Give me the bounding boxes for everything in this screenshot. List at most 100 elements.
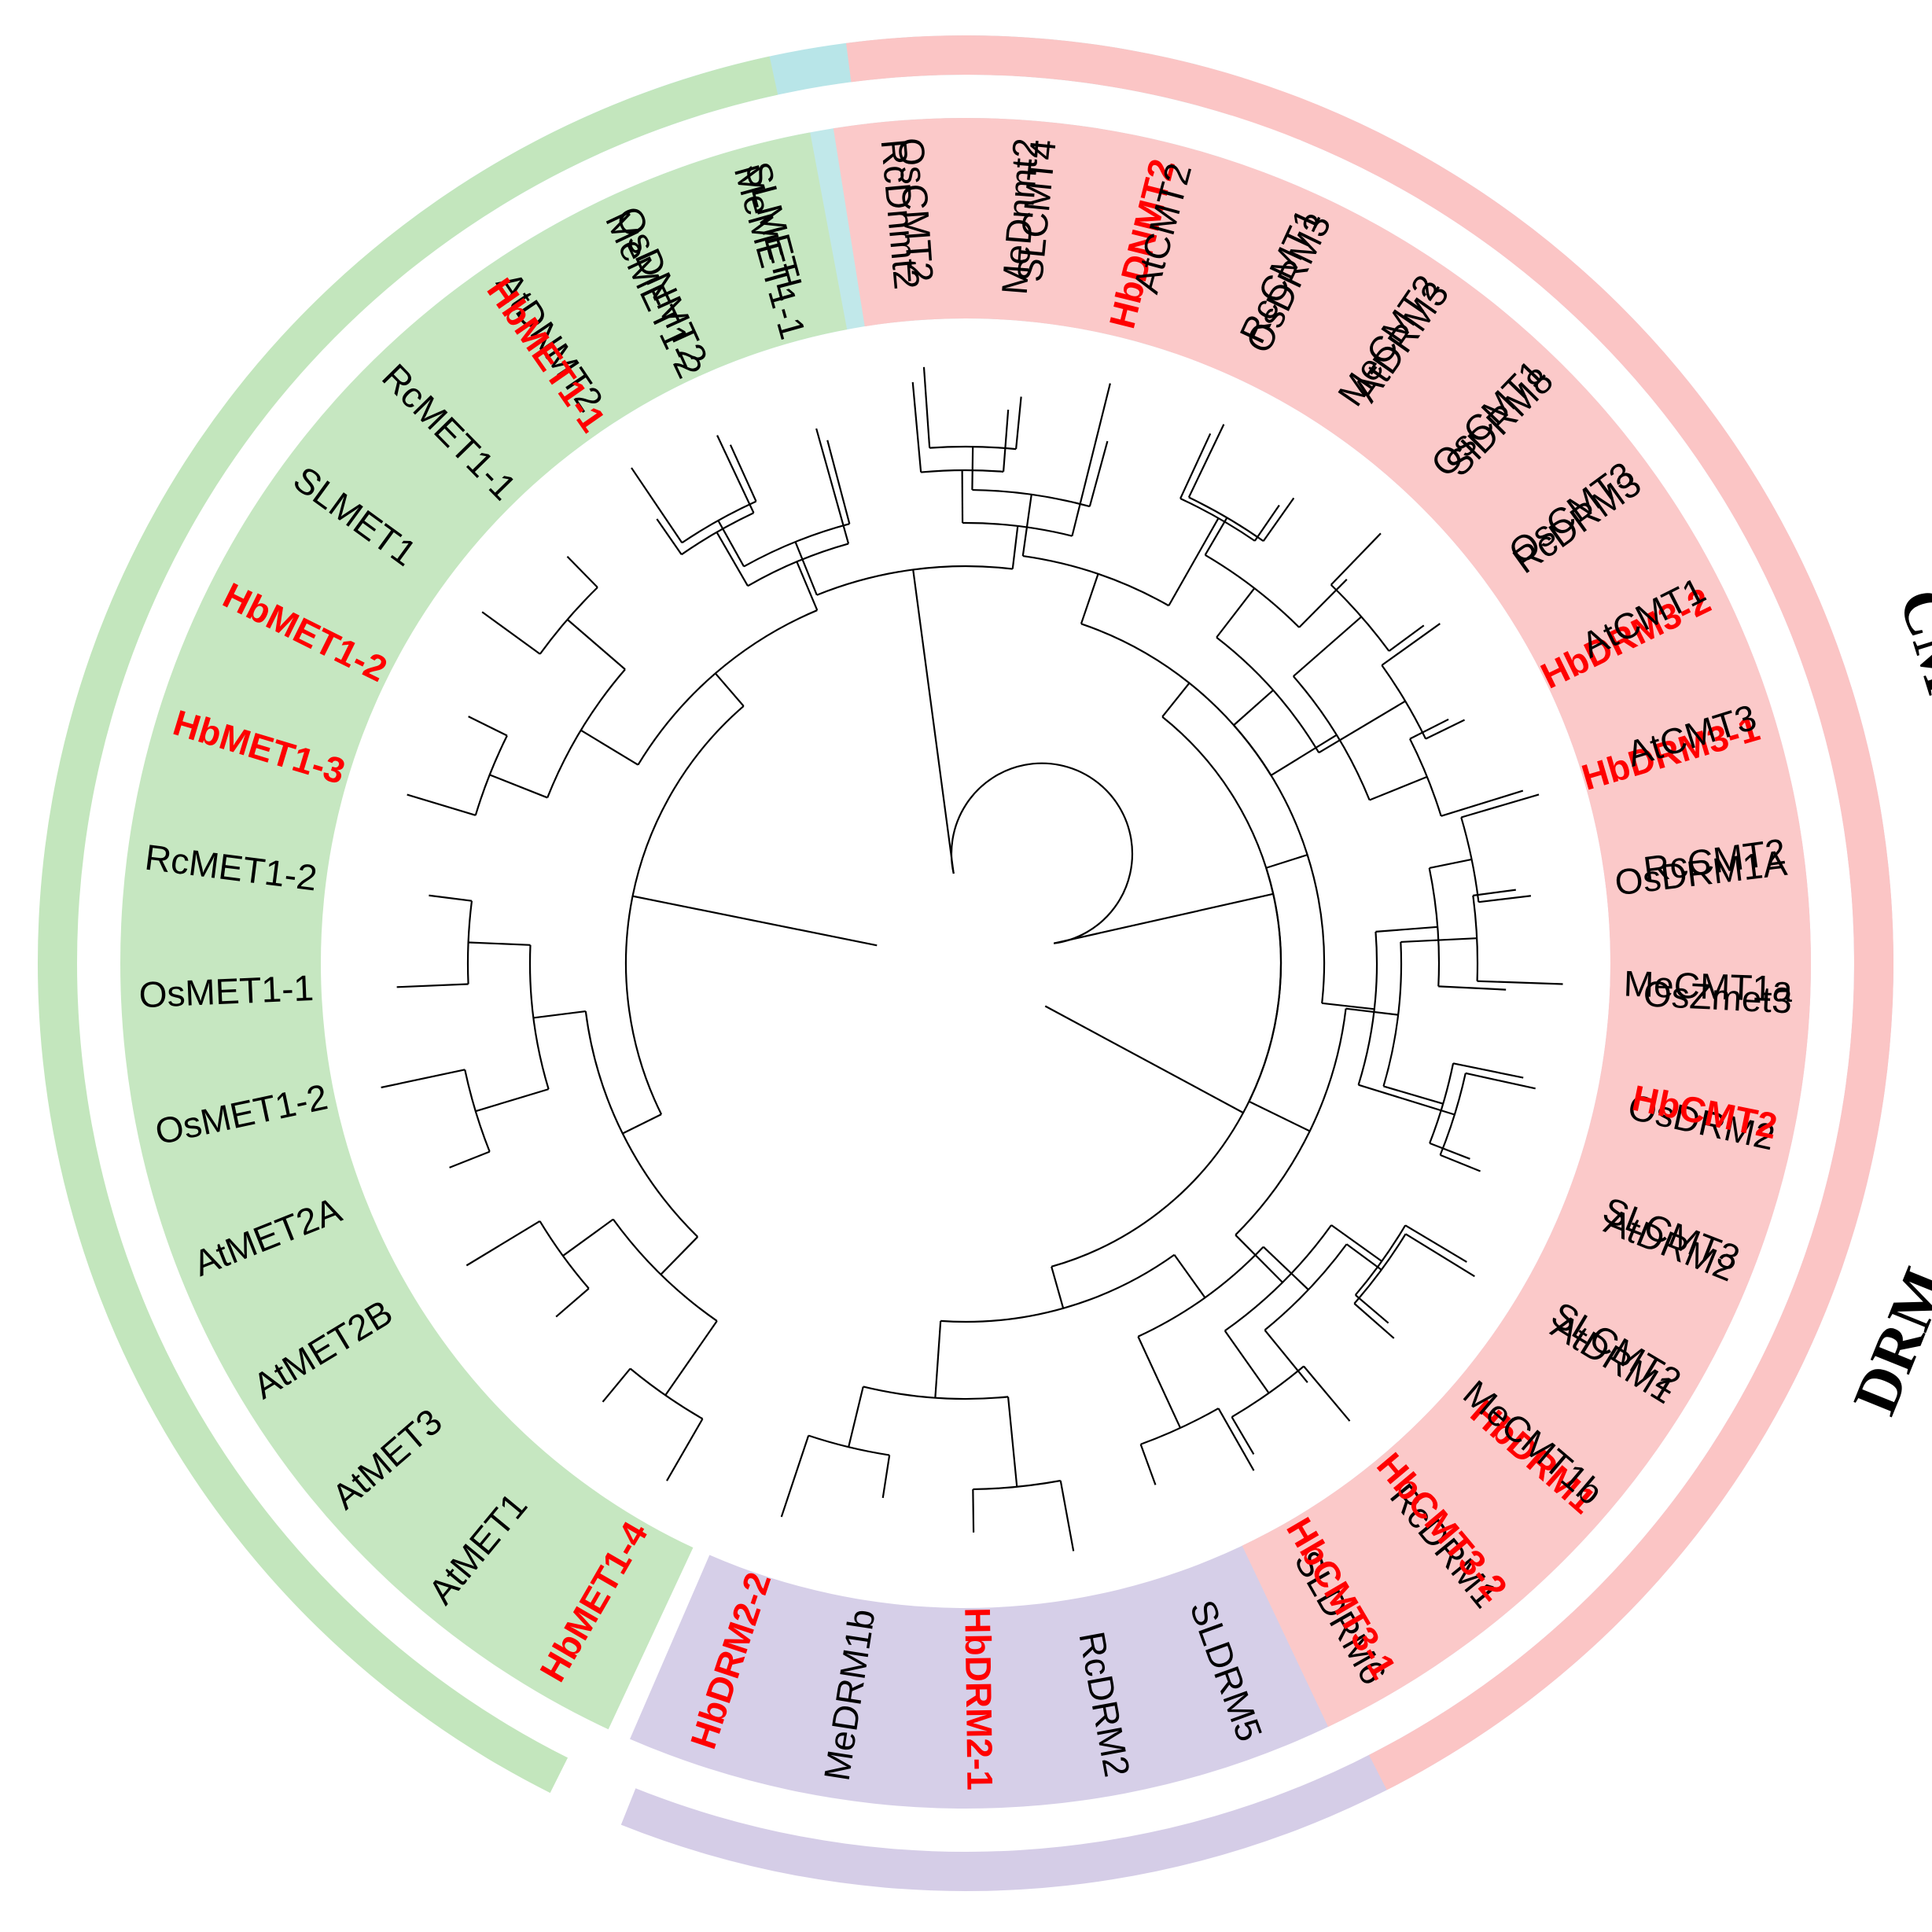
branch xyxy=(1355,1294,1389,1324)
branch xyxy=(1080,573,1099,624)
branch xyxy=(881,1455,891,1499)
branch xyxy=(656,518,683,555)
branch xyxy=(1375,926,1438,933)
branch xyxy=(1224,1330,1270,1394)
branch xyxy=(1262,497,1295,542)
branch xyxy=(1270,734,1338,776)
branch xyxy=(1478,895,1532,903)
branch xyxy=(1217,1408,1255,1471)
leaf-label: OsMET1-1 xyxy=(138,967,315,1015)
branch xyxy=(1318,700,1406,754)
branch xyxy=(533,1010,586,1019)
branch-arc xyxy=(962,521,1073,537)
branch xyxy=(1051,1266,1065,1309)
branch-arc xyxy=(1140,1408,1220,1445)
branch xyxy=(566,555,598,588)
branch xyxy=(1330,1224,1382,1262)
branch xyxy=(468,941,531,946)
branch xyxy=(631,467,683,543)
branch-arc xyxy=(1161,716,1282,1102)
branch-arc xyxy=(1293,675,1371,800)
clade-title-drm: DRM xyxy=(1840,1258,1932,1423)
branch xyxy=(1248,1100,1311,1132)
branch xyxy=(714,672,745,707)
branch-arc xyxy=(624,705,745,1115)
branch xyxy=(1465,1072,1536,1090)
branch xyxy=(1298,579,1348,628)
branch xyxy=(1441,789,1524,817)
clade-band-met xyxy=(120,132,848,1730)
clade-title-cmt: CMT xyxy=(1886,581,1932,742)
branch-arc xyxy=(1051,867,1282,1268)
tree-branches xyxy=(381,366,1563,1551)
branch xyxy=(716,435,755,513)
clade-bands xyxy=(120,117,1812,1809)
clade-title-dnmt2: DNMT2 xyxy=(672,0,904,12)
branch xyxy=(407,793,477,816)
branch xyxy=(396,983,469,988)
branch xyxy=(555,1287,590,1318)
clade-outer-arcs xyxy=(38,35,1894,1892)
branch xyxy=(1187,424,1225,498)
clade-band-cmt xyxy=(833,117,1812,1728)
leaf-label: HbDRM2-1 xyxy=(957,1607,1000,1790)
branch xyxy=(1438,985,1507,991)
branch xyxy=(1477,980,1563,985)
branch-root xyxy=(912,569,955,874)
branch xyxy=(666,1418,704,1481)
branch xyxy=(1405,1233,1475,1278)
branch xyxy=(475,1088,549,1113)
branch xyxy=(1059,1480,1075,1551)
branch xyxy=(1264,1329,1308,1383)
branch xyxy=(1168,517,1220,606)
branch-arc xyxy=(743,523,850,568)
branch xyxy=(468,716,508,737)
branch-arc xyxy=(816,565,1013,596)
branch xyxy=(826,440,851,524)
branch xyxy=(1460,793,1540,819)
branch xyxy=(1253,504,1280,542)
branch xyxy=(1173,1254,1206,1298)
branch-arc xyxy=(584,1010,699,1238)
branch-arc xyxy=(1409,738,1442,817)
branch xyxy=(1303,1365,1351,1422)
branch xyxy=(1006,1397,1018,1487)
branch xyxy=(602,1367,631,1403)
branch xyxy=(562,1218,614,1257)
branch xyxy=(1088,440,1109,507)
backbone-arc xyxy=(950,762,1134,944)
branch xyxy=(1345,1007,1399,1016)
branch xyxy=(1322,1002,1374,1010)
branch xyxy=(1293,616,1363,677)
branch xyxy=(1011,525,1019,569)
branch xyxy=(466,1220,541,1267)
branch xyxy=(622,1113,662,1135)
branch xyxy=(1235,1234,1283,1283)
branch xyxy=(1358,1084,1455,1116)
branch xyxy=(489,774,548,799)
branch xyxy=(1353,1302,1395,1339)
branch xyxy=(1265,854,1308,869)
branch xyxy=(1429,1142,1470,1160)
branch xyxy=(971,447,974,491)
branch xyxy=(1204,517,1228,556)
branch xyxy=(1473,889,1516,896)
branch-root xyxy=(1053,892,1274,944)
branch-arc xyxy=(539,1220,590,1290)
branch-arc xyxy=(1188,496,1264,543)
branch xyxy=(934,1320,942,1398)
branch-arc xyxy=(1353,1233,1407,1305)
branch xyxy=(796,561,819,611)
branch-arc xyxy=(546,668,626,798)
branch xyxy=(1429,858,1472,870)
branch xyxy=(566,619,626,671)
branch xyxy=(922,366,931,448)
leaf-label: OsCMT2 xyxy=(891,136,942,283)
branch xyxy=(381,1069,466,1089)
branch xyxy=(580,729,639,766)
branch xyxy=(848,1386,864,1448)
branch xyxy=(1161,682,1190,718)
branch xyxy=(1369,775,1428,801)
branch xyxy=(780,1435,810,1518)
